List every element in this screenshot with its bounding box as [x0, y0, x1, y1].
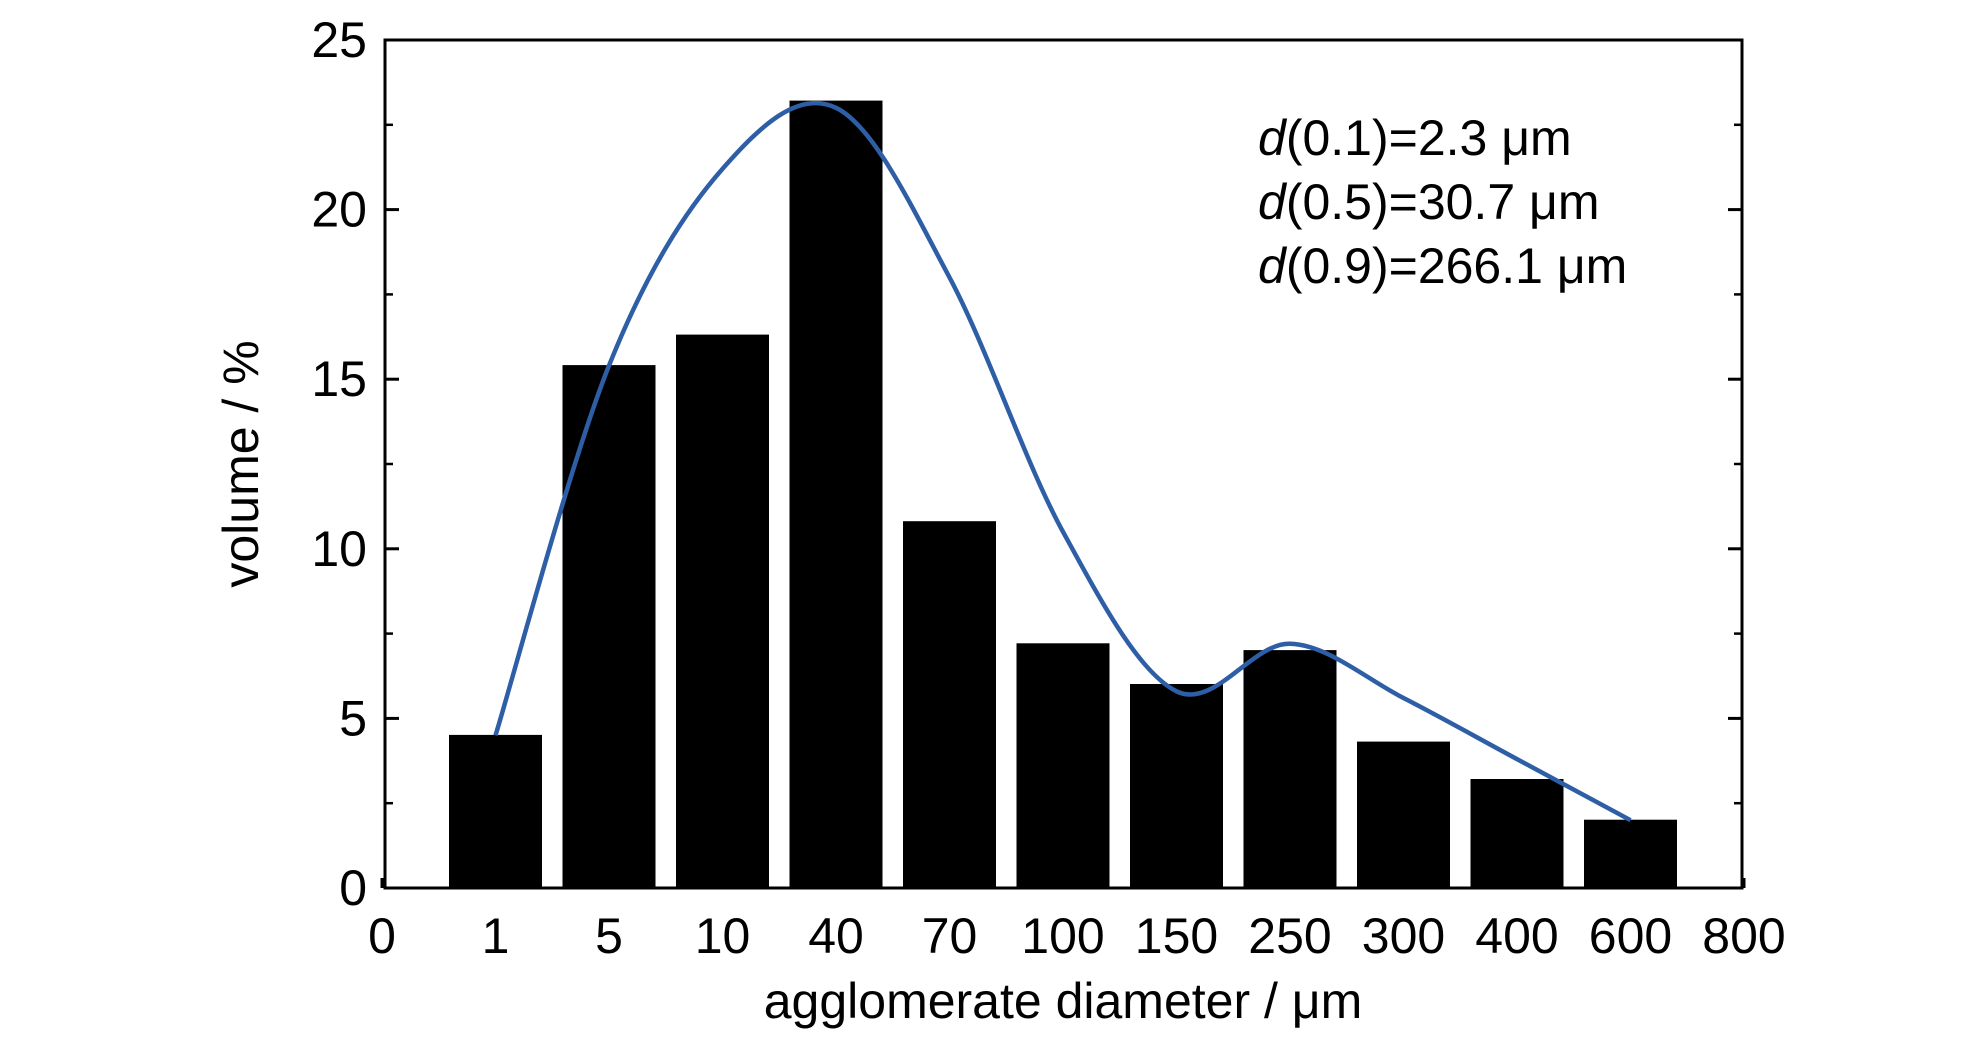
bar	[1130, 684, 1223, 889]
fit-curve	[493, 100, 1632, 823]
annotation-variable: d	[1258, 174, 1288, 230]
bar	[449, 734, 542, 889]
annotation-variable: d	[1258, 238, 1288, 294]
annotation-variable: d	[1258, 110, 1288, 166]
x-tick-label: 300	[1362, 908, 1445, 964]
bar	[676, 334, 769, 889]
bar	[903, 521, 996, 889]
bar	[1470, 779, 1564, 889]
x-tick-label: 400	[1475, 908, 1558, 964]
y-tick-label: 20	[311, 182, 367, 238]
y-axis: 0 5 10 15 20 25	[311, 12, 1742, 916]
y-tick-label: 10	[311, 521, 367, 577]
annotation-value: (0.1)=2.3 μm	[1286, 110, 1572, 166]
bar	[1243, 650, 1337, 889]
annotation-value: (0.9)=266.1 μm	[1286, 238, 1627, 294]
x-tick-label: 10	[695, 908, 751, 964]
x-tick-label: 5	[595, 908, 623, 964]
x-tick-label: 600	[1589, 908, 1672, 964]
bar	[1016, 643, 1110, 889]
annotation-line: d(0.1)=2.3 μm	[1258, 110, 1572, 166]
y-axis-label: volume / %	[213, 340, 269, 587]
bars	[449, 100, 1677, 889]
annotation-value: (0.5)=30.7 μm	[1286, 174, 1600, 230]
annotation-line: d(0.9)=266.1 μm	[1258, 238, 1627, 294]
x-tick-label: 250	[1248, 908, 1331, 964]
x-tick-label: 150	[1135, 908, 1218, 964]
y-tick-label: 25	[311, 12, 367, 68]
bar	[562, 365, 656, 889]
annotation-line: d(0.5)=30.7 μm	[1258, 174, 1599, 230]
x-axis-label: agglomerate diameter / μm	[764, 973, 1363, 1029]
y-tick-label: 15	[311, 351, 367, 407]
x-tick-label: 70	[922, 908, 978, 964]
x-tick-label: 40	[808, 908, 864, 964]
y-tick-label: 0	[339, 860, 367, 916]
bar	[1357, 741, 1450, 889]
bar	[1584, 819, 1677, 889]
x-tick-label: 1	[482, 908, 510, 964]
bar	[789, 100, 883, 889]
x-tick-label: 0	[368, 908, 396, 964]
x-tick-label: 800	[1702, 908, 1785, 964]
annotations: d(0.1)=2.3 μmd(0.5)=30.7 μmd(0.9)=266.1 …	[1258, 110, 1627, 294]
y-tick-label: 5	[339, 690, 367, 746]
x-tick-label: 100	[1021, 908, 1104, 964]
x-axis: 0 1 5 10 40 70 100 150 250 300 400 600 800	[368, 878, 1786, 964]
